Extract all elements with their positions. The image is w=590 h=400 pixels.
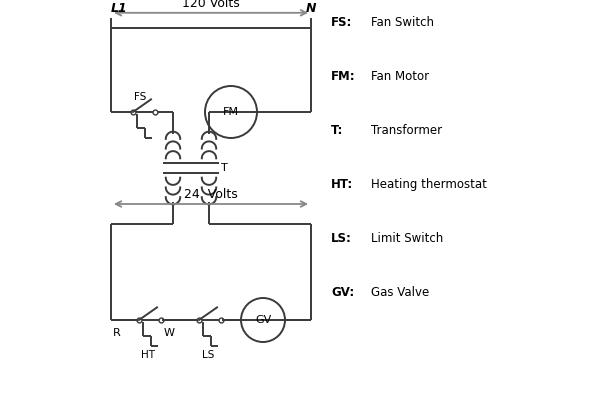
Text: LS: LS [202,350,214,360]
Text: HT: HT [141,350,155,360]
Text: 120 Volts: 120 Volts [182,0,240,10]
Text: Transformer: Transformer [371,124,442,137]
Text: T: T [221,163,228,173]
Text: LS:: LS: [331,232,352,245]
Text: FM:: FM: [331,70,356,83]
Text: L1: L1 [111,2,128,15]
Text: N: N [306,2,316,15]
Text: R: R [113,328,121,338]
Text: Limit Switch: Limit Switch [371,232,443,245]
Text: FS: FS [133,92,146,102]
Text: GV: GV [255,315,271,325]
Text: Fan Motor: Fan Motor [371,70,429,83]
Text: FS:: FS: [331,16,352,29]
Text: Fan Switch: Fan Switch [371,16,434,29]
Text: FM: FM [223,107,239,117]
Text: Gas Valve: Gas Valve [371,286,430,299]
Text: HT:: HT: [331,178,353,191]
Text: Heating thermostat: Heating thermostat [371,178,487,191]
Text: GV:: GV: [331,286,354,299]
Text: 24  Volts: 24 Volts [184,188,238,201]
Text: W: W [164,328,175,338]
Text: T:: T: [331,124,343,137]
